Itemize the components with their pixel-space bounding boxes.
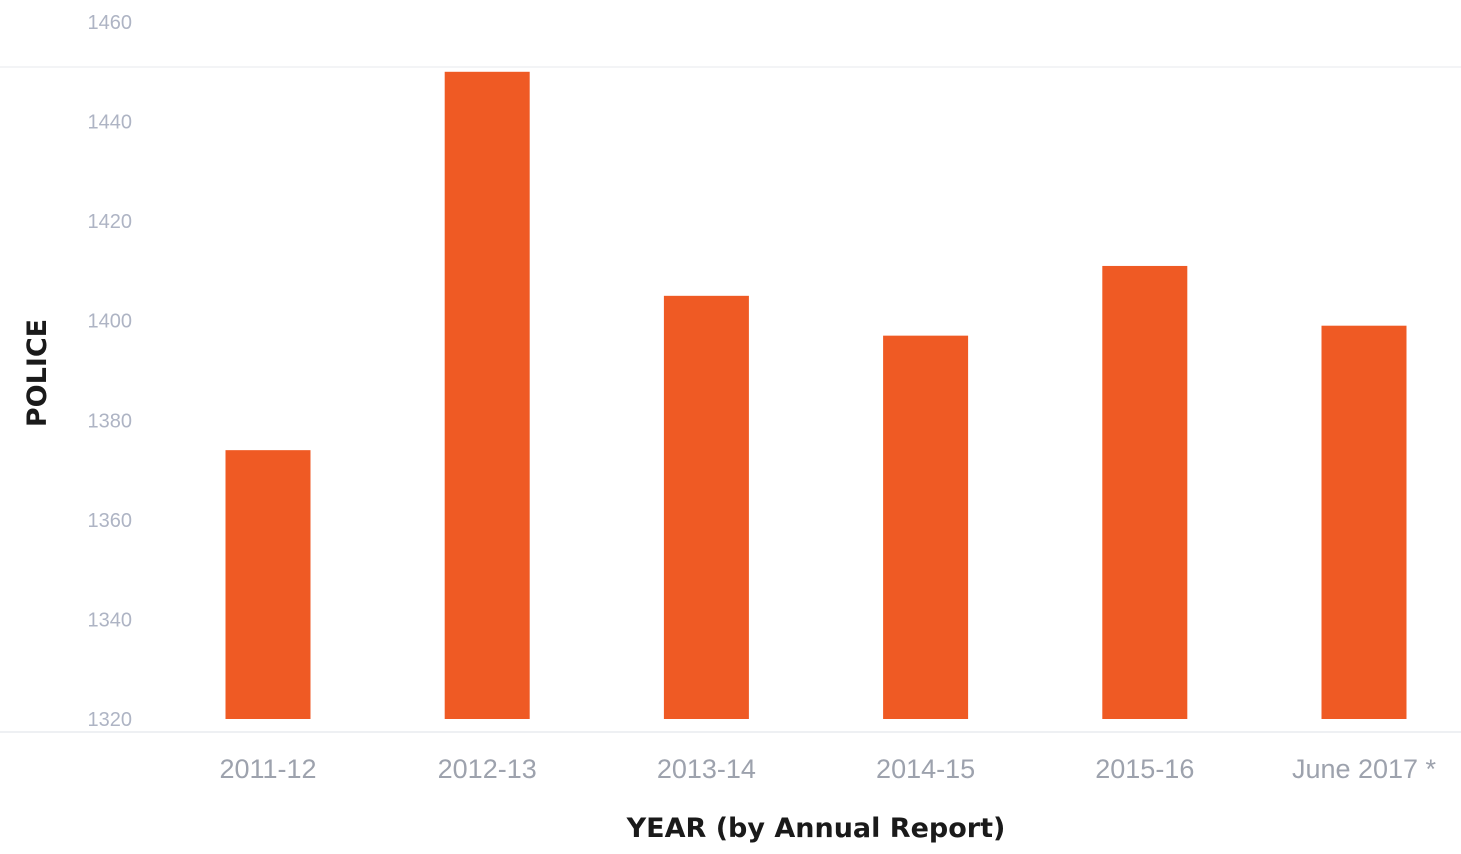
y-axis-title: POLICE — [22, 319, 53, 427]
bar-2011-12 — [225, 450, 311, 719]
bar-2015-16 — [1102, 265, 1188, 719]
y-tick-label: 1400 — [88, 311, 133, 333]
bar-2013-14 — [663, 295, 749, 719]
x-tick-label: 2014-15 — [876, 754, 975, 784]
x-axis-title: YEAR (by Annual Report) — [626, 813, 1006, 844]
x-axis-ticks: 2011-12 2012-13 2013-14 2014-15 2015-16 June … — [219, 754, 1436, 784]
x-tick-label: 2013-14 — [657, 754, 756, 784]
y-tick-label: 1320 — [88, 709, 133, 731]
x-tick-label: 2012-13 — [438, 754, 537, 784]
y-tick-label: 1340 — [88, 609, 133, 631]
y-tick-label: 1420 — [88, 211, 133, 233]
y-axis-ticks: 1320 1340 1360 1380 1400 1420 1440 1460 — [88, 12, 133, 731]
y-tick-label: 1380 — [88, 410, 133, 432]
y-tick-label: 1440 — [88, 112, 133, 134]
y-tick-label: 1460 — [88, 12, 133, 34]
y-tick-label: 1360 — [88, 510, 133, 532]
bar-june-2017 — [1321, 325, 1407, 719]
x-tick-label: June 2017 * — [1292, 754, 1437, 784]
bars — [225, 71, 1407, 720]
bar-2014-15 — [883, 335, 969, 719]
bar-2012-13 — [444, 71, 530, 720]
x-tick-label: 2011-12 — [219, 754, 316, 784]
x-tick-label: 2015-16 — [1095, 754, 1194, 784]
